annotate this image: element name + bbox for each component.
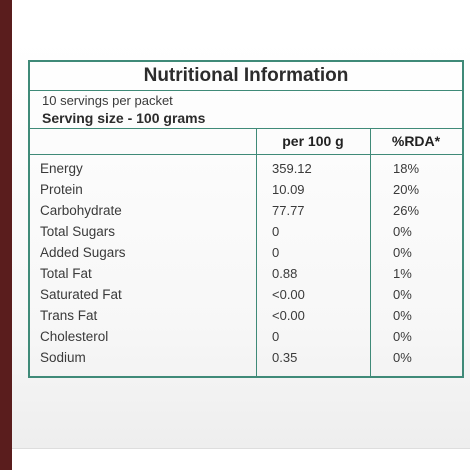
nutrient-rda: 20%: [393, 182, 420, 197]
nutrient-rda: 26%: [393, 203, 420, 218]
nutrient-name: Saturated Fat: [40, 287, 122, 302]
nutrient-name: Total Sugars: [40, 224, 116, 239]
serving-size: Serving size - 100 grams: [42, 110, 206, 126]
header-top-divider: [30, 128, 462, 129]
nutrient-name: Added Sugars: [40, 245, 126, 260]
column-divider-1: [256, 128, 257, 378]
nutrient-row: Total Fat 0.88 1%: [30, 263, 462, 284]
nutrient-row: Protein 10.09 20%: [30, 179, 462, 200]
header-bottom-divider: [30, 154, 462, 155]
nutrient-name: Energy: [40, 161, 83, 176]
nutrition-panel: Nutritional Information 10 servings per …: [28, 60, 464, 378]
background-strip: [0, 0, 12, 470]
panel-title: Nutritional Information: [30, 62, 462, 91]
nutrient-rda: 0%: [393, 287, 412, 302]
nutrient-per-100g: 10.09: [272, 182, 305, 197]
nutrient-rda: 0%: [393, 245, 412, 260]
nutrient-row: Carbohydrate 77.77 26%: [30, 200, 462, 221]
nutrient-name: Carbohydrate: [40, 203, 122, 218]
nutrient-rda: 0%: [393, 308, 412, 323]
nutrient-rda: 1%: [393, 266, 412, 281]
servings-per-packet: 10 servings per packet: [42, 93, 173, 108]
nutrient-per-100g: 0.35: [272, 350, 298, 365]
nutrient-rda: 0%: [393, 329, 412, 344]
column-header-per-100g: per 100 g: [282, 133, 344, 149]
nutrient-name: Sodium: [40, 350, 86, 365]
nutrient-row: Total Sugars 0 0%: [30, 221, 462, 242]
nutrient-row: Energy 359.12 18%: [30, 158, 462, 179]
nutrient-per-100g: 0.88: [272, 266, 298, 281]
nutrient-name: Total Fat: [40, 266, 92, 281]
nutrient-name: Cholesterol: [40, 329, 109, 344]
nutrient-per-100g: 77.77: [272, 203, 305, 218]
nutrient-per-100g: 0: [272, 245, 280, 260]
nutrient-name: Trans Fat: [40, 308, 98, 323]
nutrient-row: Saturated Fat <0.00 0%: [30, 284, 462, 305]
label-paper: [12, 38, 470, 449]
nutrient-per-100g: <0.00: [272, 287, 305, 302]
nutrient-rda: 0%: [393, 350, 412, 365]
nutrient-row: Cholesterol 0 0%: [30, 326, 462, 347]
nutrient-rda: 0%: [393, 224, 412, 239]
nutrient-row: Sodium 0.35 0%: [30, 347, 462, 368]
nutrient-per-100g: 359.12: [272, 161, 312, 176]
nutrient-per-100g: 0: [272, 329, 280, 344]
nutrient-name: Protein: [40, 182, 83, 197]
nutrient-per-100g: <0.00: [272, 308, 305, 323]
nutrient-rda: 18%: [393, 161, 420, 176]
column-header-rda: %RDA*: [391, 133, 441, 149]
nutrient-row: Added Sugars 0 0%: [30, 242, 462, 263]
nutrient-row: Trans Fat <0.00 0%: [30, 305, 462, 326]
nutrient-per-100g: 0: [272, 224, 280, 239]
column-divider-2: [370, 128, 371, 378]
